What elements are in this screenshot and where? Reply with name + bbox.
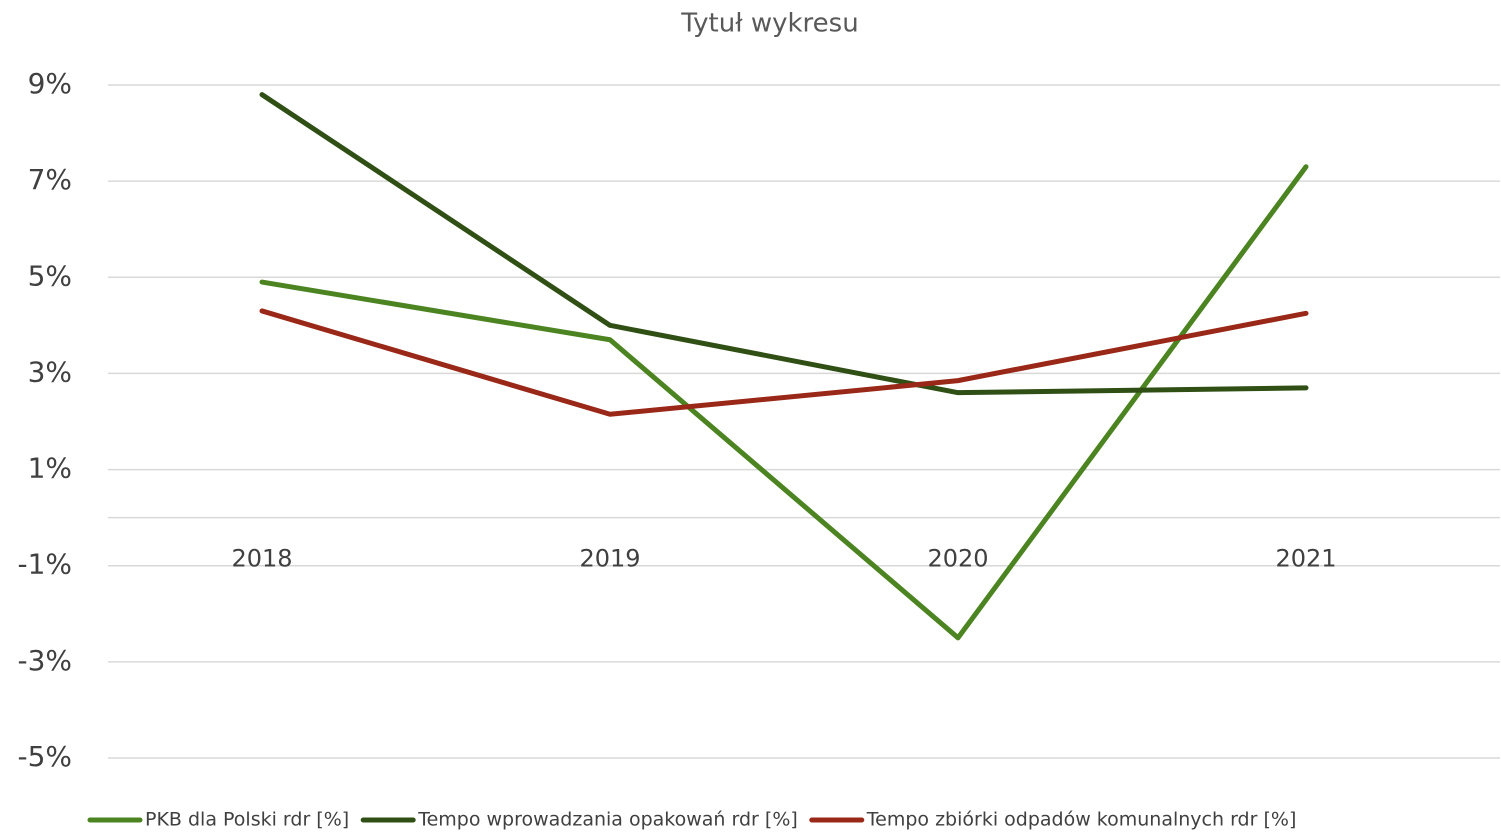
legend-label: Tempo zbiórki odpadów komunalnych rdr [%… (866, 809, 1297, 831)
y-tick-label: 3% (28, 355, 72, 388)
legend-label: Tempo wprowadzania opakowań rdr [%] (417, 809, 798, 831)
series-line (259, 164, 1309, 641)
x-tick-label: 2019 (579, 545, 640, 573)
x-tick-label: 2018 (231, 545, 292, 573)
x-tick-label: 2021 (1275, 545, 1336, 573)
y-tick-label: 5% (28, 259, 72, 292)
series-line (259, 308, 1309, 417)
y-tick-label: -3% (17, 644, 72, 677)
series-line (259, 92, 1309, 396)
chart-title: Tytuł wykresu (680, 9, 858, 39)
y-tick-label: -5% (17, 740, 72, 773)
y-tick-label: 1% (28, 452, 72, 485)
y-tick-label: 9% (28, 67, 72, 100)
y-tick-label: -1% (17, 548, 72, 581)
x-tick-label: 2020 (927, 545, 988, 573)
y-tick-label: 7% (28, 163, 72, 196)
legend-label: PKB dla Polski rdr [%] (145, 809, 349, 831)
